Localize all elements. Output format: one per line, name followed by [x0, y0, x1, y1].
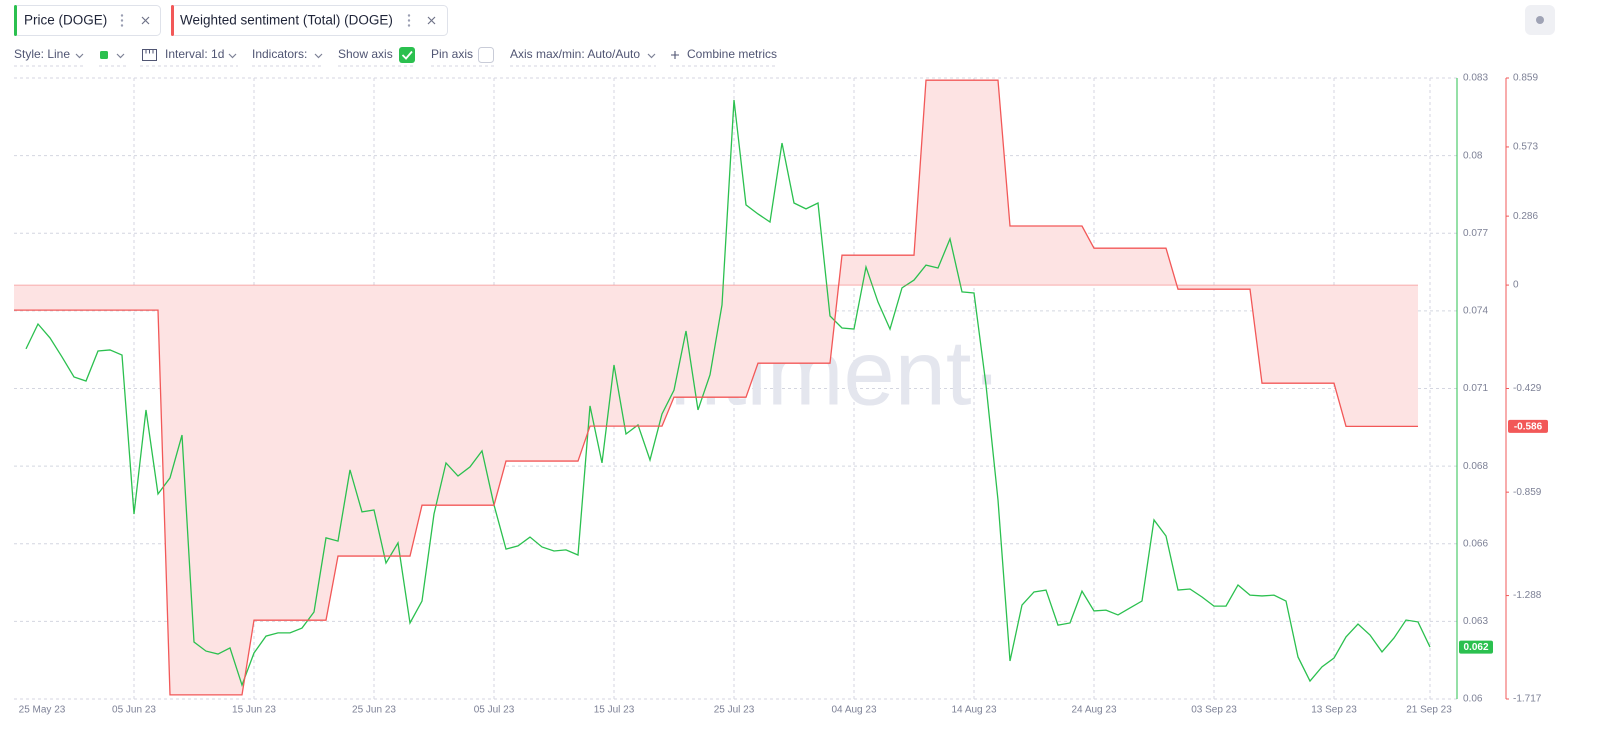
plus-icon [671, 51, 679, 59]
current-value-box [1459, 640, 1493, 654]
x-tick-label: 15 Jul 23 [594, 705, 635, 716]
close-icon[interactable] [427, 16, 436, 25]
y-tick-label: 0.077 [1463, 228, 1488, 239]
legend-label: Weighted sentiment (Total) (DOGE) [180, 13, 393, 28]
y2-tick-label: 0.573 [1513, 142, 1538, 153]
check-icon [401, 50, 413, 60]
chevron [647, 53, 656, 59]
x-tick-label: 14 Aug 23 [951, 705, 996, 716]
pin-axis-checkbox[interactable] [478, 47, 494, 63]
current-value-label: -0.586 [1514, 421, 1543, 432]
y-tick-label: 0.074 [1463, 306, 1488, 317]
legend-label: Price (DOGE) [24, 13, 107, 28]
x-tick-label: 03 Sep 23 [1191, 705, 1237, 716]
more-icon[interactable] [120, 14, 124, 27]
y-tick-label: 0.068 [1463, 461, 1488, 472]
interval-select[interactable]: Interval: 1d [165, 47, 224, 61]
x-tick-label: 04 Aug 23 [831, 705, 876, 716]
x-tick-label: 05 Jun 23 [112, 705, 156, 716]
y2-tick-label: 0 [1513, 280, 1519, 291]
style-select[interactable]: Style: Line [14, 47, 70, 61]
line [14, 79, 1418, 696]
indicators-select[interactable]: Indicators: [252, 47, 307, 61]
x-tick-label: 15 Jun 23 [232, 705, 276, 716]
x-tick-label: 25 May 23 [19, 705, 66, 716]
toolbar: Style: Line Interval: 1d Indicators: Sho… [14, 47, 777, 67]
y-tick-label: 0.071 [1463, 383, 1488, 394]
combine-metrics[interactable]: Combine metrics [687, 47, 777, 61]
x-tick-label: 25 Jul 23 [714, 705, 755, 716]
y-tick-label: 0.066 [1463, 538, 1488, 549]
chevron [75, 53, 84, 59]
x-tick-label: 13 Sep 23 [1311, 705, 1357, 716]
x-tick-label: 24 Aug 23 [1071, 705, 1116, 716]
y2-tick-label: 0.286 [1513, 211, 1538, 222]
show-axis-checkbox[interactable] [399, 47, 415, 63]
y2-tick-label: -0.429 [1513, 383, 1542, 394]
y2-tick-label: -1.288 [1513, 590, 1542, 601]
area [14, 80, 1418, 695]
color-select[interactable] [100, 51, 108, 59]
chevron [228, 53, 237, 59]
line [25, 99, 1431, 688]
plot: 25 May 23 05 Jun 23 15 Jun 23 25 Jun 23 05 J… [14, 73, 1548, 716]
chevron [116, 53, 125, 59]
x-tick-label: 25 Jun 23 [352, 705, 396, 716]
x-tick-label: 05 Jul 23 [474, 705, 515, 716]
current-value-label: 0.062 [1463, 642, 1488, 653]
legend-tab[interactable]: Weighted sentiment (Total) (DOGE) [171, 5, 448, 36]
current-value-box [1508, 419, 1548, 433]
close-icon[interactable] [141, 16, 150, 25]
legend-tab[interactable]: Price (DOGE) [14, 5, 161, 36]
x-tick-label: 21 Sep 23 [1406, 705, 1452, 716]
chevron [314, 53, 323, 59]
axis-range-select[interactable]: Axis max/min: Auto/Auto [510, 47, 640, 61]
y-tick-label: 0.08 [1463, 150, 1483, 161]
interval-icon [145, 49, 154, 54]
y2-tick-label: -0.859 [1513, 487, 1542, 498]
pin-axis-label[interactable]: Pin axis [431, 47, 473, 61]
y-tick-label: 0.083 [1463, 73, 1488, 84]
y2-tick-label: -1.717 [1513, 694, 1542, 705]
tab-color [171, 5, 174, 36]
more-icon[interactable] [407, 14, 411, 27]
tab-color [14, 5, 17, 36]
settings-dot [1536, 16, 1544, 24]
y-tick-label: 0.063 [1463, 616, 1488, 627]
y-tick-label: 0.06 [1463, 694, 1483, 705]
y2-tick-label: 0.859 [1513, 73, 1538, 84]
show-axis-label[interactable]: Show axis [338, 47, 393, 61]
